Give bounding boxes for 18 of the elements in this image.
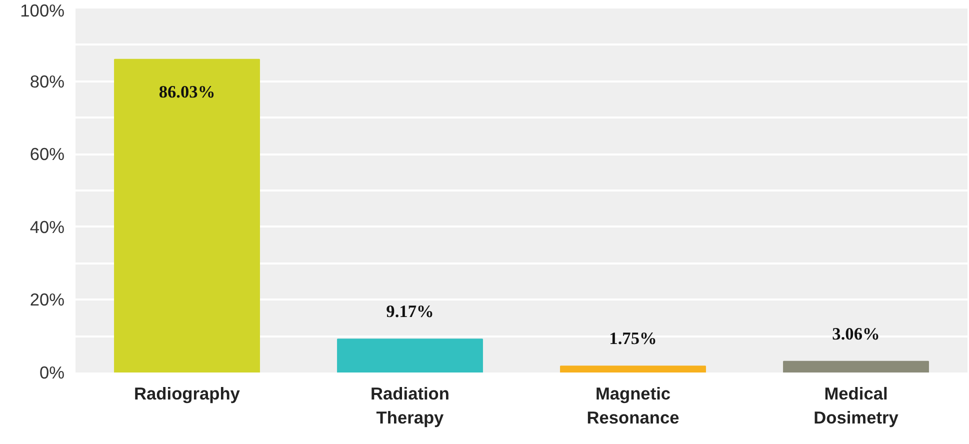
y-tick-label: 40% [30,216,65,237]
x-tick-label: Magnetic Resonance [586,384,680,428]
y-tick-label: 60% [30,144,65,164]
x-tick-label: Radiography [134,384,240,404]
y-tick-label: 100% [20,0,65,20]
data-label: 9.17% [386,302,434,322]
bar [783,360,929,372]
bar [114,58,260,372]
bar [560,366,706,372]
y-tick-label: 80% [30,71,65,92]
data-label: 86.03% [158,82,216,102]
y-tick-label: 20% [30,290,65,310]
data-label: 1.75% [609,329,657,348]
data-label: 3.06% [832,324,880,344]
x-tick-label: Medical Dosimetry [814,384,899,428]
x-tick-label: Radiation Therapy [370,384,450,428]
y-tick-label: 0% [39,362,64,382]
bar [337,338,483,372]
